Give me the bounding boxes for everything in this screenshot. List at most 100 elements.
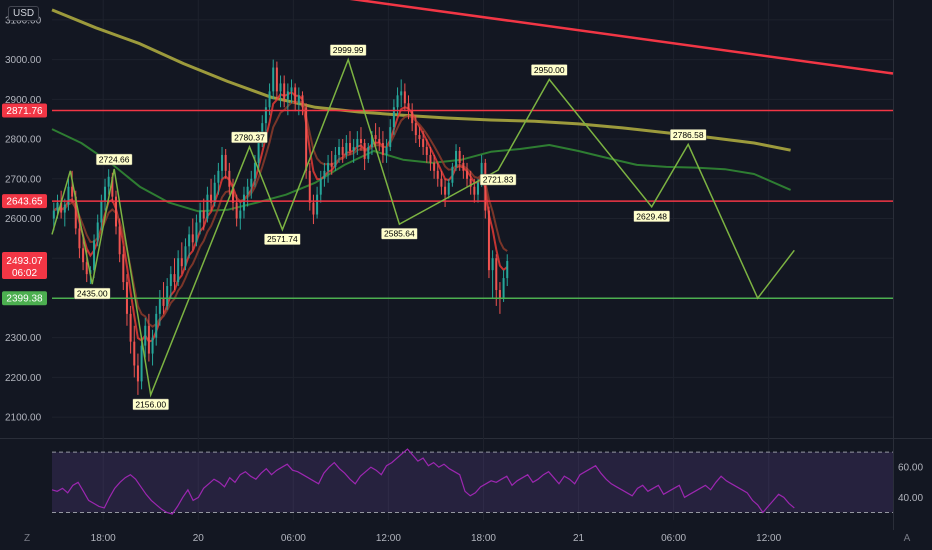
candle-body <box>392 107 395 128</box>
level-badge-label: 2871.76 <box>6 106 43 117</box>
candle-body <box>327 162 330 171</box>
pivot-label-box <box>531 64 568 76</box>
candle-body <box>425 146 428 155</box>
candle-body <box>104 186 107 201</box>
x-tick-label: 21 <box>573 533 585 544</box>
bar-countdown-label: 06:02 <box>12 268 37 279</box>
candle-body <box>308 170 311 203</box>
level-badge-label: 2399.38 <box>6 294 43 305</box>
level-badge <box>2 103 47 118</box>
candle-body <box>151 337 154 354</box>
candle-body <box>396 95 399 108</box>
candle-body <box>188 234 191 247</box>
candle-body <box>495 258 498 291</box>
candle-body <box>133 341 136 366</box>
candle-body <box>111 176 114 197</box>
candle-body <box>305 107 308 171</box>
candle-body <box>199 210 202 223</box>
log-scale-toggle-button[interactable]: Z <box>23 533 31 544</box>
candle-body <box>356 139 359 147</box>
pivot-label: 2156.00 <box>135 399 166 409</box>
candle-body <box>60 202 63 213</box>
candle-body <box>363 143 366 159</box>
candle-body <box>440 178 443 187</box>
candle-body <box>261 123 264 140</box>
candle-body <box>180 258 183 267</box>
y-tick-label: 2200.00 <box>5 373 42 384</box>
candle-body <box>349 143 352 151</box>
candle-body <box>455 150 458 167</box>
candle-body <box>228 170 231 187</box>
candle-body <box>370 135 373 147</box>
candle-body <box>491 258 494 271</box>
candle-body <box>155 313 158 338</box>
candle-body <box>447 182 450 195</box>
candle-body <box>378 139 381 144</box>
candle-body <box>466 170 469 179</box>
candle-body <box>217 170 220 183</box>
candle-body <box>82 248 85 263</box>
candle-body <box>330 162 333 167</box>
pivot-label: 2629.48 <box>636 211 667 221</box>
candle-body <box>235 202 238 219</box>
pivot-label: 2571.74 <box>267 234 298 244</box>
candle-body <box>403 91 406 104</box>
candle-body <box>506 261 509 279</box>
candle-body <box>422 139 425 147</box>
candle-body <box>100 200 103 223</box>
candle-body <box>374 135 377 140</box>
y-tick-label: 2600.00 <box>5 214 42 225</box>
x-tick-label: 18:00 <box>471 533 496 544</box>
y-tick-label: 2800.00 <box>5 135 42 146</box>
candle-body <box>250 178 253 187</box>
candle-body <box>381 143 384 155</box>
auto-scale-toggle-button[interactable]: A <box>903 533 911 544</box>
candle-body <box>400 91 403 96</box>
candle-body <box>290 87 293 92</box>
pivot-label: 2585.64 <box>384 229 415 239</box>
candle-body <box>429 154 432 163</box>
zigzag-labels-layer: 2435.00 2724.66 2156.00 2780.37 2571.74 2999.… <box>73 44 707 411</box>
candle-body <box>498 290 501 298</box>
candle-body <box>107 176 110 187</box>
candle-body <box>352 146 355 151</box>
candle-body <box>297 95 300 104</box>
candle-body <box>71 186 74 197</box>
rsi-band-fill <box>52 452 893 513</box>
y-tick-label: 2300.00 <box>5 333 42 344</box>
pivot-label-box <box>381 227 418 240</box>
candle-body <box>147 325 150 354</box>
pivot-label-box <box>479 173 517 186</box>
candle-body <box>93 240 96 271</box>
candle-body <box>338 146 341 155</box>
x-tick-label: 06:00 <box>281 533 306 544</box>
candle-body <box>334 154 337 167</box>
candle-body <box>169 274 172 287</box>
candle-body <box>433 162 436 171</box>
candle-body <box>140 345 143 382</box>
candle-body <box>129 313 132 342</box>
pivot-label-box <box>231 131 268 144</box>
candle-body <box>389 127 392 147</box>
candle-body <box>242 194 245 211</box>
x-tick-label: 18:00 <box>91 533 116 544</box>
candle-body <box>191 234 194 243</box>
candle-body <box>63 204 66 213</box>
candle-body <box>177 258 180 283</box>
x-tick-label: 12:00 <box>376 533 401 544</box>
candle-body <box>316 194 319 215</box>
candle-body <box>458 150 461 163</box>
axis-layer: 3100.003000.002900.002800.002700.002600.… <box>2 15 923 544</box>
candle-body <box>359 139 362 144</box>
candle-body <box>246 186 249 195</box>
candle-body <box>444 186 447 195</box>
y-tick-label: 2900.00 <box>5 95 42 106</box>
candle-body <box>414 123 417 136</box>
candle-body <box>367 146 370 159</box>
x-tick-label: 12:00 <box>756 533 781 544</box>
currency-badge[interactable]: USD <box>8 6 40 21</box>
zigzag-layer <box>51 57 795 398</box>
candle-body <box>202 210 205 219</box>
moving-average-line <box>51 128 791 213</box>
candle-body <box>231 186 235 203</box>
